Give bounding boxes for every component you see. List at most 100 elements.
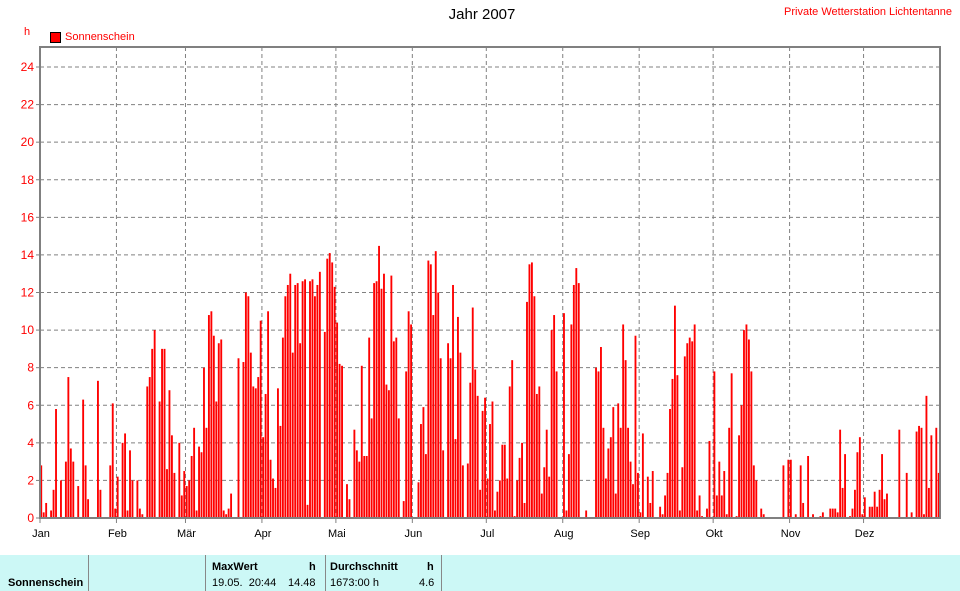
bar bbox=[740, 405, 743, 518]
bar bbox=[861, 514, 864, 518]
bar bbox=[40, 465, 43, 518]
bar bbox=[602, 427, 605, 518]
bar bbox=[442, 450, 445, 518]
bar bbox=[545, 429, 548, 518]
bar bbox=[730, 373, 733, 518]
legend: Sonnenschein bbox=[50, 31, 135, 43]
bar bbox=[163, 348, 166, 518]
y-tick-label: 2 bbox=[27, 473, 34, 487]
bar bbox=[183, 471, 186, 518]
bar bbox=[299, 343, 302, 518]
x-tick-label: Mai bbox=[328, 528, 346, 540]
bar bbox=[595, 367, 597, 518]
bar bbox=[632, 484, 634, 518]
bar bbox=[410, 324, 413, 518]
bar bbox=[526, 301, 528, 518]
bar bbox=[353, 429, 356, 518]
bar bbox=[535, 393, 538, 518]
y-tick-label: 18 bbox=[21, 173, 35, 187]
bar bbox=[506, 478, 509, 518]
bar bbox=[604, 478, 607, 518]
bar bbox=[158, 401, 161, 518]
bar bbox=[752, 465, 755, 518]
bar bbox=[55, 409, 57, 518]
bar bbox=[114, 508, 117, 518]
y-tick-label: 14 bbox=[21, 248, 35, 262]
bar bbox=[614, 493, 617, 518]
bar bbox=[484, 397, 487, 518]
bar bbox=[831, 508, 834, 518]
bar bbox=[807, 455, 810, 518]
x-tick-label: Jun bbox=[404, 528, 422, 540]
bar bbox=[523, 502, 526, 518]
bar bbox=[609, 437, 612, 518]
bar bbox=[738, 435, 740, 518]
y-tick-label: 22 bbox=[21, 98, 35, 112]
x-tick-label: Feb bbox=[108, 528, 127, 540]
y-tick-label: 20 bbox=[21, 135, 35, 149]
y-tick-label: 10 bbox=[21, 323, 35, 337]
bar bbox=[45, 502, 48, 518]
bar bbox=[612, 407, 615, 518]
bar bbox=[629, 461, 632, 518]
bar bbox=[501, 444, 504, 518]
row-label: Sonnenschein bbox=[8, 577, 84, 589]
bar bbox=[649, 502, 652, 518]
bar bbox=[834, 508, 837, 518]
bar bbox=[116, 476, 119, 518]
bar bbox=[521, 442, 523, 518]
bar bbox=[64, 461, 67, 518]
bar bbox=[479, 489, 482, 518]
bar bbox=[619, 427, 622, 518]
bar bbox=[883, 499, 886, 518]
bar bbox=[252, 386, 255, 518]
bar bbox=[370, 418, 373, 518]
y-tick-label: 8 bbox=[27, 361, 34, 375]
bar bbox=[853, 489, 856, 518]
bar bbox=[405, 371, 408, 518]
bar bbox=[138, 508, 141, 518]
bar bbox=[82, 399, 85, 518]
bar bbox=[281, 337, 284, 518]
bar bbox=[659, 506, 662, 518]
bar bbox=[420, 424, 422, 518]
legend-swatch bbox=[50, 31, 61, 43]
bar bbox=[447, 343, 450, 518]
bar bbox=[217, 343, 220, 518]
bar bbox=[851, 508, 854, 518]
bar bbox=[577, 283, 580, 518]
bar bbox=[664, 495, 667, 518]
bar bbox=[168, 390, 171, 518]
bar bbox=[97, 380, 99, 518]
bar bbox=[363, 455, 366, 518]
max-unit: h bbox=[309, 561, 316, 573]
divider bbox=[325, 555, 326, 591]
bar bbox=[794, 514, 797, 518]
bar bbox=[873, 491, 876, 518]
y-tick-label: 0 bbox=[27, 511, 34, 525]
bar bbox=[706, 508, 708, 518]
bar bbox=[637, 472, 639, 518]
bar bbox=[698, 495, 701, 518]
bar bbox=[279, 425, 282, 518]
bar bbox=[693, 324, 696, 518]
bar bbox=[634, 335, 637, 518]
bar bbox=[249, 352, 252, 518]
bar bbox=[146, 386, 149, 518]
bar bbox=[683, 356, 686, 518]
bar bbox=[207, 315, 210, 518]
bar bbox=[666, 472, 669, 518]
bar bbox=[651, 471, 654, 518]
bar bbox=[151, 348, 154, 518]
bar bbox=[304, 279, 307, 518]
bar bbox=[212, 335, 215, 518]
bar bbox=[799, 465, 802, 518]
bar bbox=[466, 463, 469, 518]
bar bbox=[195, 510, 198, 518]
bar bbox=[471, 307, 474, 518]
bar bbox=[378, 245, 380, 518]
bar bbox=[198, 446, 200, 518]
bar bbox=[918, 425, 920, 518]
bar bbox=[639, 512, 642, 518]
